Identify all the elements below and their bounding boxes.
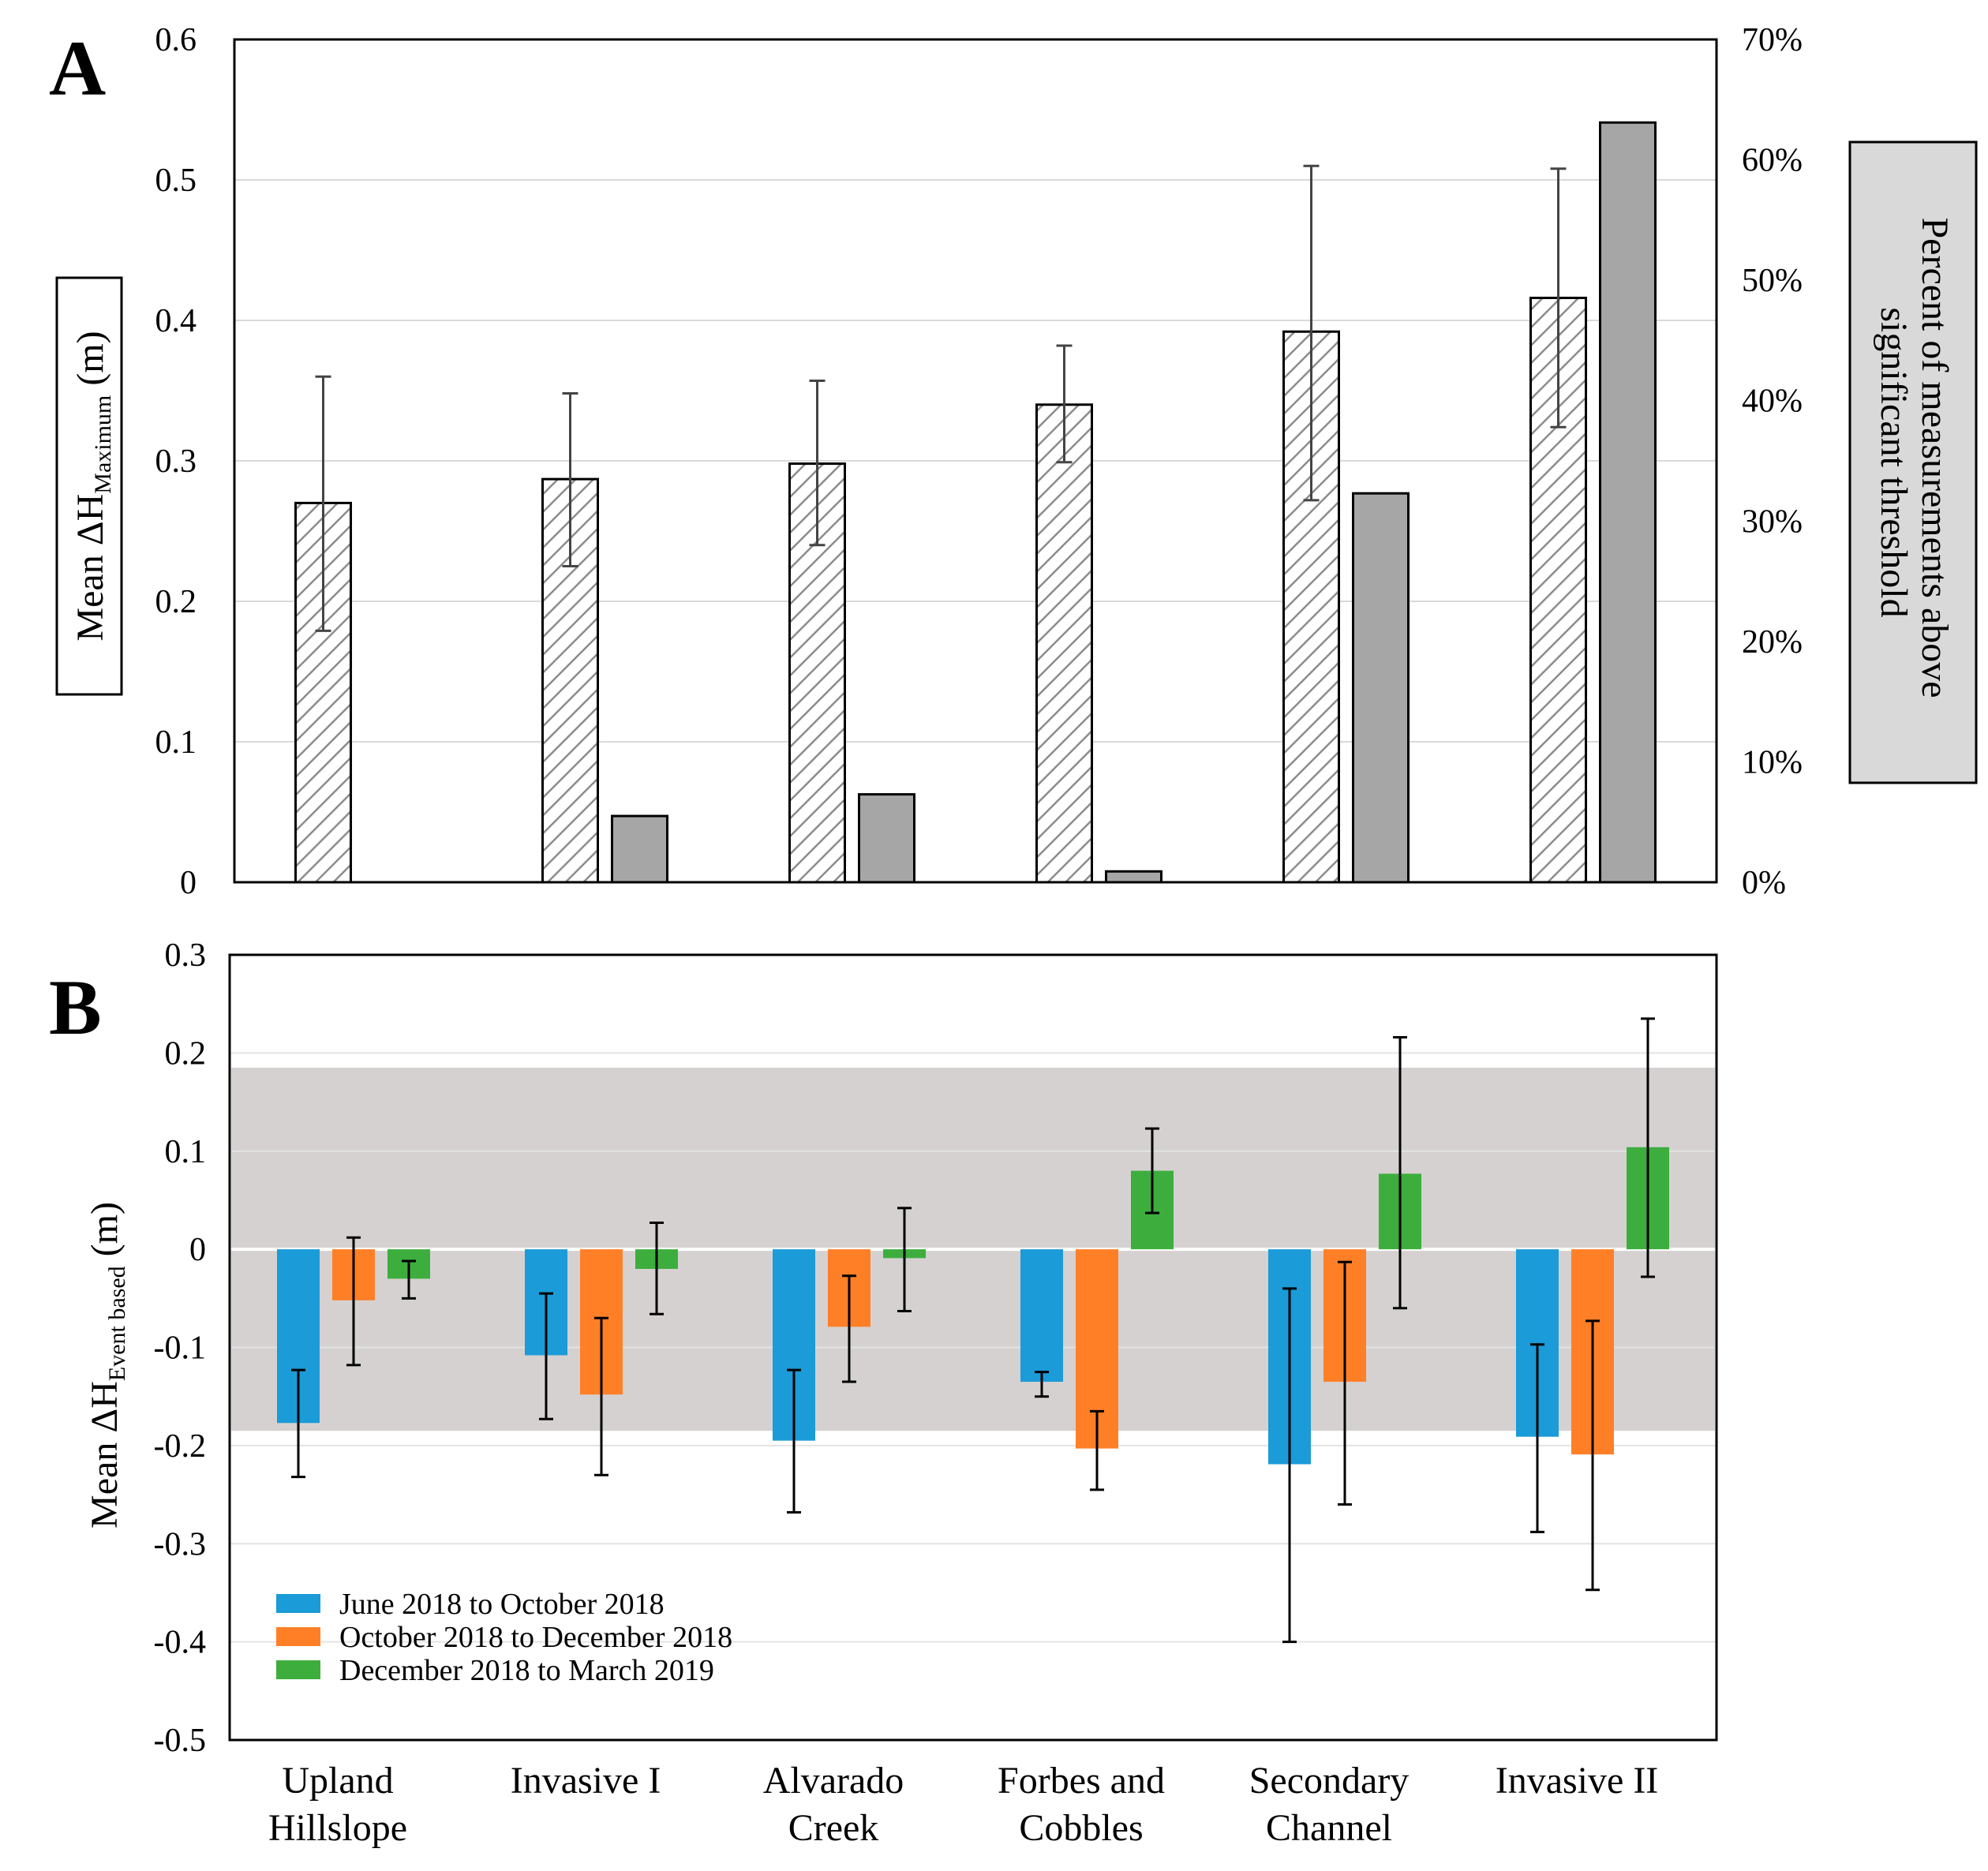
category-labels: Upland Hillslope Invasive I Alvarado Creek Fo… bbox=[268, 1760, 1658, 1849]
panel-a-bars bbox=[294, 121, 1657, 884]
panel-a-right-tick-label: 30% bbox=[1742, 503, 1803, 540]
panel-a-left-tick-label: 0.6 bbox=[155, 22, 197, 58]
panel-a-solid-bar bbox=[611, 814, 668, 884]
panel-a-right-tick-label: 60% bbox=[1742, 143, 1803, 179]
panel-a-error-bars bbox=[315, 164, 1567, 632]
panel-a-left-tick-label: 0 bbox=[180, 865, 197, 901]
legend-swatch bbox=[276, 1594, 320, 1613]
panel-b-tick-label: -0.5 bbox=[154, 1723, 207, 1759]
panel-a-left-tick-label: 0.2 bbox=[155, 584, 197, 620]
panel-b-label: B bbox=[49, 964, 102, 1051]
svg-text:Mean ΔHMaximum (m): Mean ΔHMaximum (m) bbox=[69, 331, 116, 641]
panel-a-right-tick-label: 10% bbox=[1742, 744, 1803, 780]
panel-a-hatched-bar bbox=[1035, 403, 1093, 884]
panel-b-ylabel-unit: (m) bbox=[84, 1202, 125, 1266]
panel-b-tick-label: 0.2 bbox=[165, 1035, 207, 1072]
panel-b-ylabel-sub: Event based bbox=[104, 1266, 130, 1381]
panel-b-plot-frame bbox=[228, 953, 1718, 1742]
panel-b-tick-label: -0.2 bbox=[154, 1428, 207, 1465]
panel-a-right-ticks: 0% 10% 20% 30% 40% 50% 60% 70% bbox=[1742, 22, 1803, 901]
category-label: Upland bbox=[282, 1760, 393, 1802]
panel-a-left-tick-label: 0.5 bbox=[155, 163, 197, 199]
panel-a-right-tick-label: 50% bbox=[1742, 263, 1803, 299]
panel-a-ylabel-main: Mean ΔH bbox=[69, 494, 111, 642]
panel-a-left-tick-label: 0.3 bbox=[155, 443, 197, 480]
panel-a-right-label-line1: Percent of measurements above bbox=[1914, 217, 1956, 698]
panel-a-left-ticks: 0 0.1 0.2 0.3 0.4 0.5 0.6 bbox=[155, 22, 197, 901]
panel-a-ylabel-sub: Maximum bbox=[90, 395, 116, 494]
category-label: Secondary bbox=[1249, 1760, 1410, 1802]
panel-a-solid-bar bbox=[1352, 492, 1410, 884]
panel-b-tick-label: -0.3 bbox=[154, 1526, 207, 1562]
panel-a-right-label-line2: significant threshold bbox=[1873, 307, 1915, 617]
category-label: Forbes and bbox=[998, 1760, 1165, 1802]
panel-b-error-bars bbox=[291, 1017, 1655, 1644]
panel-a-solid-bar bbox=[1105, 870, 1162, 884]
panel-a-label: A bbox=[49, 24, 106, 112]
legend-swatch bbox=[276, 1627, 320, 1646]
panel-a-plot-frame bbox=[233, 38, 1718, 884]
legend-label: June 2018 to October 2018 bbox=[339, 1588, 665, 1621]
panel-b-tick-label: 0.1 bbox=[165, 1134, 207, 1170]
panel-a-solid-bar bbox=[858, 793, 915, 884]
panel-b-axis-label: Mean ΔHEvent based (m) bbox=[84, 1202, 130, 1529]
category-label: Cobbles bbox=[1019, 1807, 1143, 1849]
legend-label: October 2018 to December 2018 bbox=[339, 1621, 732, 1654]
panel-a-ylabel-unit: (m) bbox=[69, 331, 111, 395]
panel-a-left-tick-label: 0.4 bbox=[155, 303, 197, 339]
category-label: Channel bbox=[1266, 1807, 1392, 1849]
panel-b-tick-label: -0.1 bbox=[154, 1330, 207, 1367]
panel-a-right-tick-label: 0% bbox=[1742, 865, 1786, 901]
panel-a-hatched-bar bbox=[788, 462, 846, 884]
panel-b-tick-label: 0 bbox=[189, 1232, 206, 1268]
panel-a-right-tick-label: 20% bbox=[1742, 624, 1803, 660]
panel-a-left-tick-label: 0.1 bbox=[155, 724, 197, 761]
panel-a-right-tick-label: 40% bbox=[1742, 384, 1803, 420]
category-label: Hillslope bbox=[268, 1807, 407, 1849]
category-label: Invasive II bbox=[1496, 1760, 1659, 1802]
panel-a-solid-bar bbox=[1599, 121, 1657, 884]
category-label: Creek bbox=[788, 1807, 879, 1849]
panel-b-gridlines bbox=[230, 1052, 1717, 1643]
panel-b-bar bbox=[1020, 1249, 1063, 1383]
panel-a-right-axis-label: Percent of measurements above significan… bbox=[1848, 140, 1978, 784]
svg-text:Percent of measurements abo: Percent of measurements above significan… bbox=[1873, 217, 1956, 707]
panel-a-hatched-bar bbox=[541, 477, 599, 884]
legend-swatch bbox=[276, 1660, 320, 1679]
category-label: Alvarado bbox=[763, 1760, 904, 1802]
panel-a-gridlines bbox=[234, 179, 1717, 743]
panel-b-tick-label: -0.4 bbox=[154, 1625, 207, 1661]
panel-b-y-ticks: -0.5 -0.4 -0.3 -0.2 -0.1 0 0.1 0.2 0.3 bbox=[154, 937, 207, 1759]
panel-a-right-tick-label: 70% bbox=[1742, 22, 1803, 58]
panel-b-ylabel-main: Mean ΔH bbox=[84, 1381, 125, 1529]
category-label: Invasive I bbox=[511, 1760, 661, 1802]
panel-a-left-axis-label: Mean ΔHMaximum (m) bbox=[55, 276, 123, 696]
panel-b-tick-label: 0.3 bbox=[165, 937, 207, 974]
legend-label: December 2018 to March 2019 bbox=[339, 1654, 714, 1687]
